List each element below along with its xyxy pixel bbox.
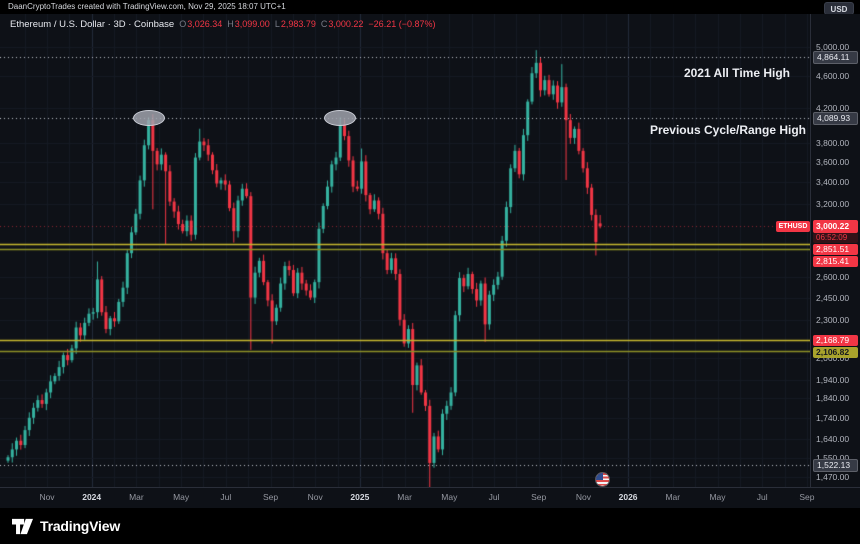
highlight-ellipse[interactable] [132, 109, 165, 126]
symbol-header: Ethereum / U.S. Dollar · 3D · Coinbase O3… [10, 19, 435, 30]
time-tick-label: Mar [665, 492, 681, 502]
price-level-badge: 1,522.13 [813, 459, 858, 473]
ohlc-close-value: 3,000.22 [328, 19, 364, 29]
ohlc-open-label: O [179, 19, 187, 29]
price-tick-label: 5,000.00 [816, 42, 850, 52]
time-tick-label: Jul [488, 492, 500, 502]
time-tick-label: Nov [39, 492, 55, 502]
tradingview-logo-icon[interactable] [12, 518, 33, 535]
ohlc-high-value: 3,099.00 [234, 19, 270, 29]
price-tick-label: 1,550.00 [816, 453, 849, 463]
time-tick-label: Nov [575, 492, 591, 502]
price-tick-label: 1,640.00 [816, 433, 850, 444]
price-tick-label: 2,600.00 [816, 271, 850, 282]
ohlc-low-label: L [274, 19, 280, 29]
price-tick-label: 2,300.00 [816, 314, 850, 325]
time-tick-label: 2025 [350, 492, 370, 502]
ohlc-high-label: H [227, 19, 234, 29]
time-tick-label: May [173, 492, 190, 502]
time-tick-label: Sep [531, 492, 547, 502]
price-tick-label: 3,200.00 [816, 198, 850, 209]
price-tick-label: 1,840.00 [816, 393, 850, 404]
attribution-bar: DaanCryptoTrades created with TradingVie… [0, 0, 860, 14]
ohlc-close-label: C [320, 19, 328, 29]
tradingview-logo-text[interactable]: TradingView [40, 518, 121, 534]
symbol-price-flag: ETHUSD [776, 220, 810, 232]
chart-area: Ethereum / U.S. Dollar · 3D · Coinbase O3… [0, 14, 860, 508]
ohlc-open-value: 3,026.34 [187, 19, 223, 29]
time-tick-label: Jul [756, 492, 768, 502]
time-tick-label: Nov [307, 492, 323, 502]
price-level-badge: 4,864.11 [813, 51, 858, 65]
price-axis[interactable]: 5,000.00 4,600.00 4,200.00 3,800.00 3,600.00… [810, 14, 860, 487]
price-tick-label: 3,800.00 [816, 138, 850, 149]
time-tick-label: 2024 [82, 492, 102, 502]
ohlc-low-value: 2,983.79 [280, 19, 316, 29]
price-level-badge: 2,106.82 [813, 346, 858, 358]
price-level-badge: 2,851.51 [813, 243, 858, 255]
time-tick-label: May [441, 492, 458, 502]
price-level-badge: 2,815.41 [813, 255, 858, 267]
price-level-badge: 2,168.79 [813, 334, 858, 346]
time-tick-label: 2026 [618, 492, 638, 502]
price-chart-canvas[interactable] [0, 14, 810, 487]
us-flag-event-icon[interactable] [596, 473, 609, 486]
price-tick-label: 1,740.00 [816, 412, 850, 423]
price-tick-label: 2,060.00 [816, 353, 850, 364]
time-axis[interactable]: Nov 2024 Mar May Jul Sep Nov 2025 Mar May Jul Sep No… [0, 487, 860, 508]
attribution-text: DaanCryptoTrades created with TradingVie… [8, 2, 286, 11]
time-tick-label: Jul [220, 492, 232, 502]
price-change-value: −26.21 (−0.87%) [368, 19, 436, 29]
price-tick-label: 4,200.00 [816, 103, 850, 114]
time-tick-label: Mar [129, 492, 144, 502]
price-tick-label: 3,600.00 [816, 157, 850, 168]
price-tick-label: 3,400.00 [816, 177, 850, 188]
price-tick-label: 4,600.00 [816, 71, 850, 82]
price-tick-label: 1,940.00 [816, 374, 850, 385]
price-level-badge: 3,000.22 [813, 219, 858, 233]
price-tick-label: 2,450.00 [816, 292, 850, 303]
time-tick-label: Mar [397, 492, 412, 502]
annotation-prev-cycle-label[interactable]: Previous Cycle/Range High [649, 123, 806, 137]
annotation-ath-label[interactable]: 2021 All Time High [683, 66, 790, 80]
bar-countdown-badge: 06:52:09 [813, 232, 858, 243]
price-tick-label: 1,470.00 [816, 472, 850, 482]
time-tick-label: May [709, 492, 726, 502]
highlight-ellipse[interactable] [324, 109, 357, 126]
price-level-badge: 4,089.93 [813, 112, 858, 126]
chart-plot[interactable] [0, 14, 810, 487]
symbol-title[interactable]: Ethereum / U.S. Dollar · 3D · Coinbase [10, 19, 175, 30]
footer-bar: TradingView [0, 508, 860, 544]
time-tick-label: Sep [262, 492, 279, 502]
time-tick-label: Sep [799, 492, 815, 502]
